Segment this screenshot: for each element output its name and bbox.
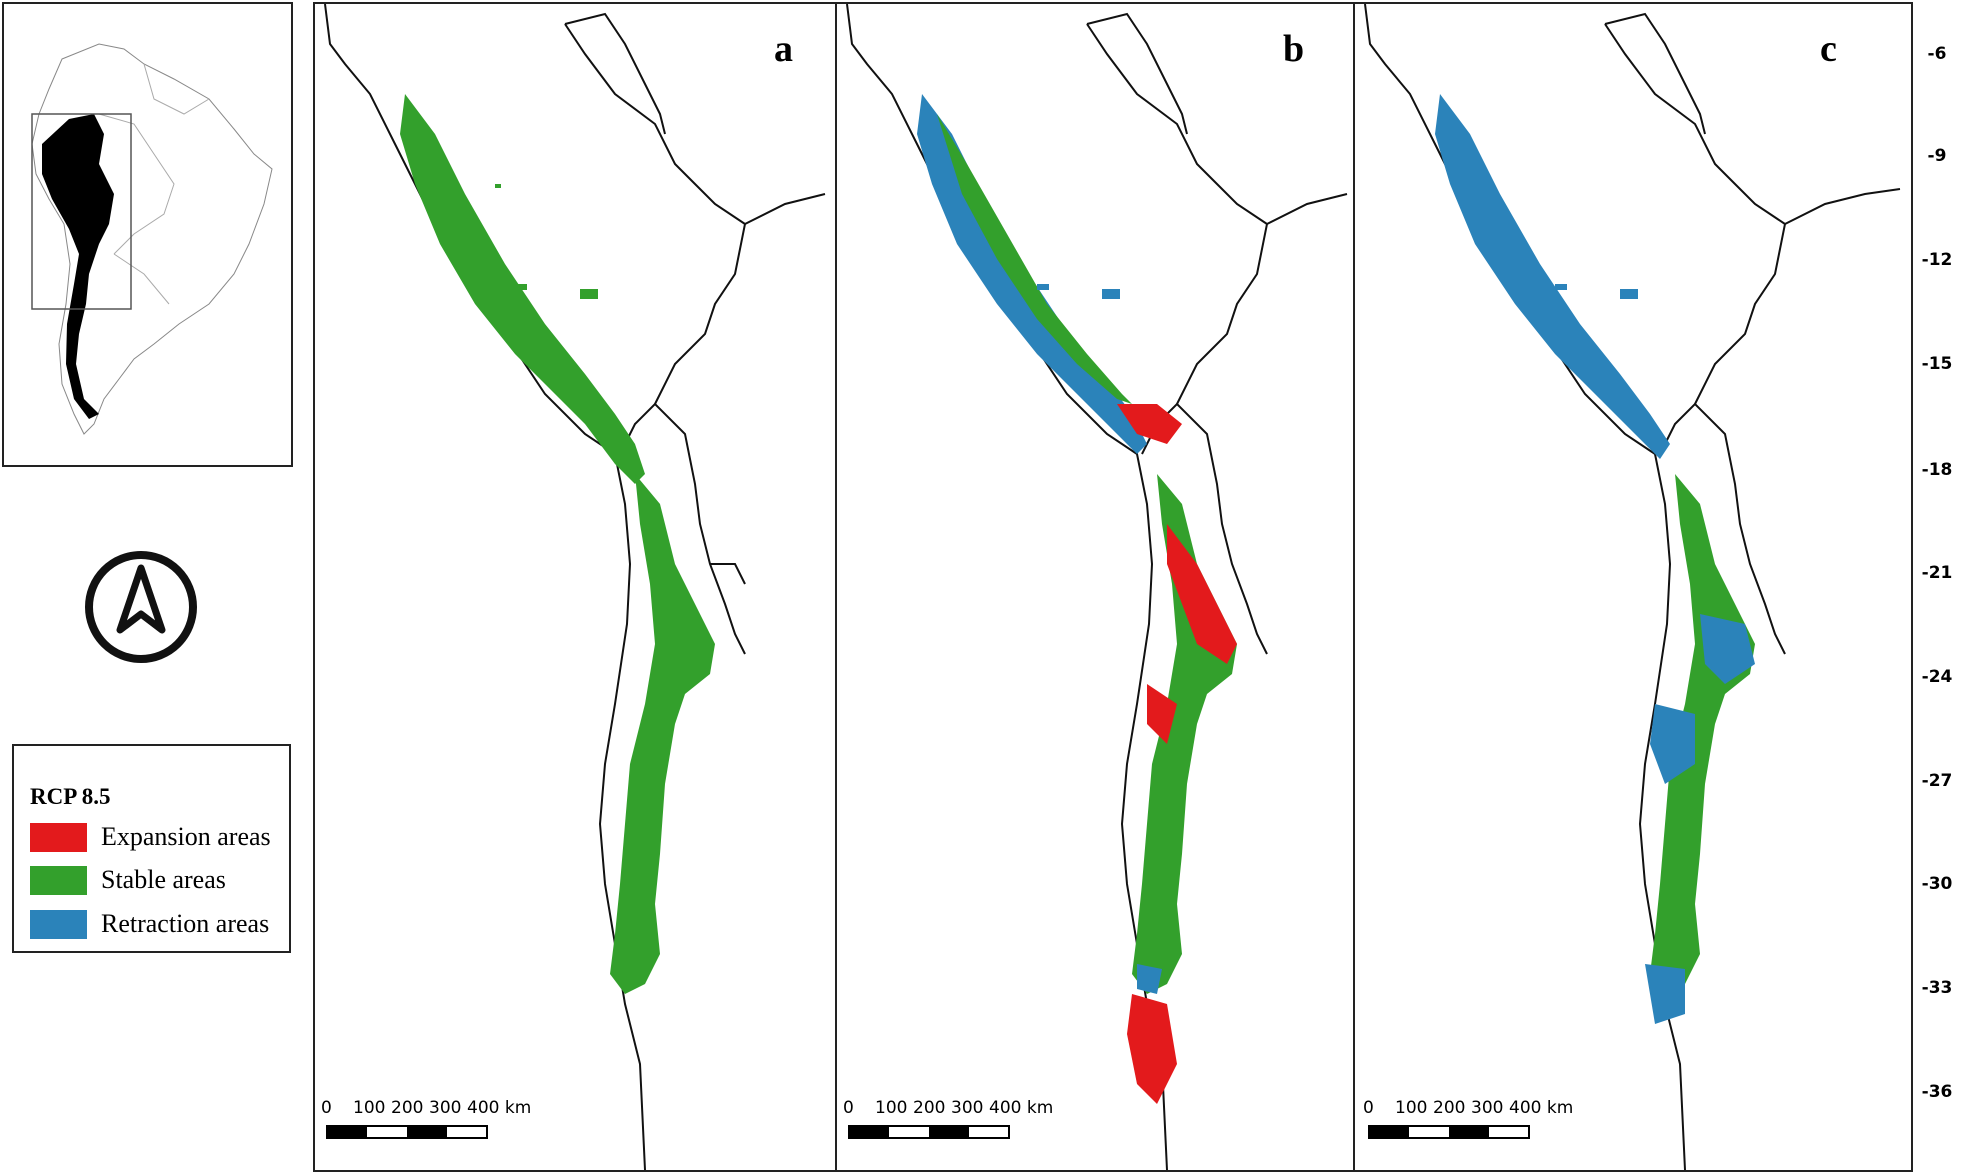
map-c-graphic [1364, 4, 1901, 1170]
map-panel-a [313, 2, 837, 1172]
legend-item-stable: Stable areas [30, 865, 226, 895]
scale-label: 100 [353, 1098, 386, 1118]
latitude-label: -6 [1927, 44, 1947, 64]
scale-label: 200 [913, 1098, 946, 1118]
latitude-label: -18 [1921, 460, 1953, 480]
scale-label: 400 km [467, 1098, 532, 1118]
south-america-outline [31, 43, 273, 435]
scale-label: 100 [1395, 1098, 1428, 1118]
north-arrow-icon [82, 548, 200, 666]
latitude-label: -24 [1921, 667, 1953, 687]
scale-label: 300 [429, 1098, 462, 1118]
retraction-swatch [30, 909, 87, 939]
scale-label: 0 [1363, 1098, 1374, 1118]
scale-labels-c: 0 100 200 300 400 km [1363, 1098, 1573, 1118]
scale-label: 300 [951, 1098, 984, 1118]
latitude-label: -30 [1921, 874, 1953, 894]
map-panel-c [1353, 2, 1913, 1172]
scale-label: 0 [843, 1098, 854, 1118]
latitude-label: -33 [1921, 978, 1953, 998]
scale-labels-a: 0 100 200 300 400 km [321, 1098, 531, 1118]
stable-swatch [30, 865, 87, 895]
latitude-label: -15 [1921, 354, 1953, 374]
latitude-label: -21 [1921, 563, 1953, 583]
scale-bar-a [326, 1125, 488, 1141]
scale-label: 200 [391, 1098, 424, 1118]
legend-item-expansion: Expansion areas [30, 822, 271, 852]
scale-label: 0 [321, 1098, 332, 1118]
legend: RCP 8.5 Expansion areas Stable areas Ret… [12, 744, 291, 953]
scale-bar-c [1368, 1125, 1530, 1141]
panel-letter-a: a [774, 28, 793, 70]
scale-label: 200 [1433, 1098, 1466, 1118]
expansion-swatch [30, 822, 87, 852]
legend-label-expansion: Expansion areas [101, 822, 271, 851]
scale-label: 100 [875, 1098, 908, 1118]
legend-title: RCP 8.5 [30, 784, 111, 809]
scale-labels-b: 0 100 200 300 400 km [843, 1098, 1053, 1118]
latitude-label: -12 [1921, 250, 1953, 270]
map-b-graphic [846, 4, 1348, 1170]
legend-label-stable: Stable areas [101, 865, 226, 894]
latitude-label: -36 [1921, 1082, 1953, 1102]
panel-letter-b: b [1283, 28, 1305, 70]
panel-letter-c: c [1820, 28, 1837, 70]
latitude-label: -27 [1921, 771, 1953, 791]
scale-label: 400 km [1509, 1098, 1574, 1118]
latitude-label: -9 [1927, 146, 1947, 166]
inset-map [2, 2, 293, 467]
map-panel-b [835, 2, 1356, 1172]
scale-label: 300 [1471, 1098, 1504, 1118]
legend-label-retraction: Retraction areas [101, 909, 270, 938]
map-a-graphic [324, 4, 826, 1170]
scale-bar-b [848, 1125, 1010, 1141]
scale-label: 400 km [989, 1098, 1054, 1118]
legend-item-retraction: Retraction areas [30, 909, 269, 939]
